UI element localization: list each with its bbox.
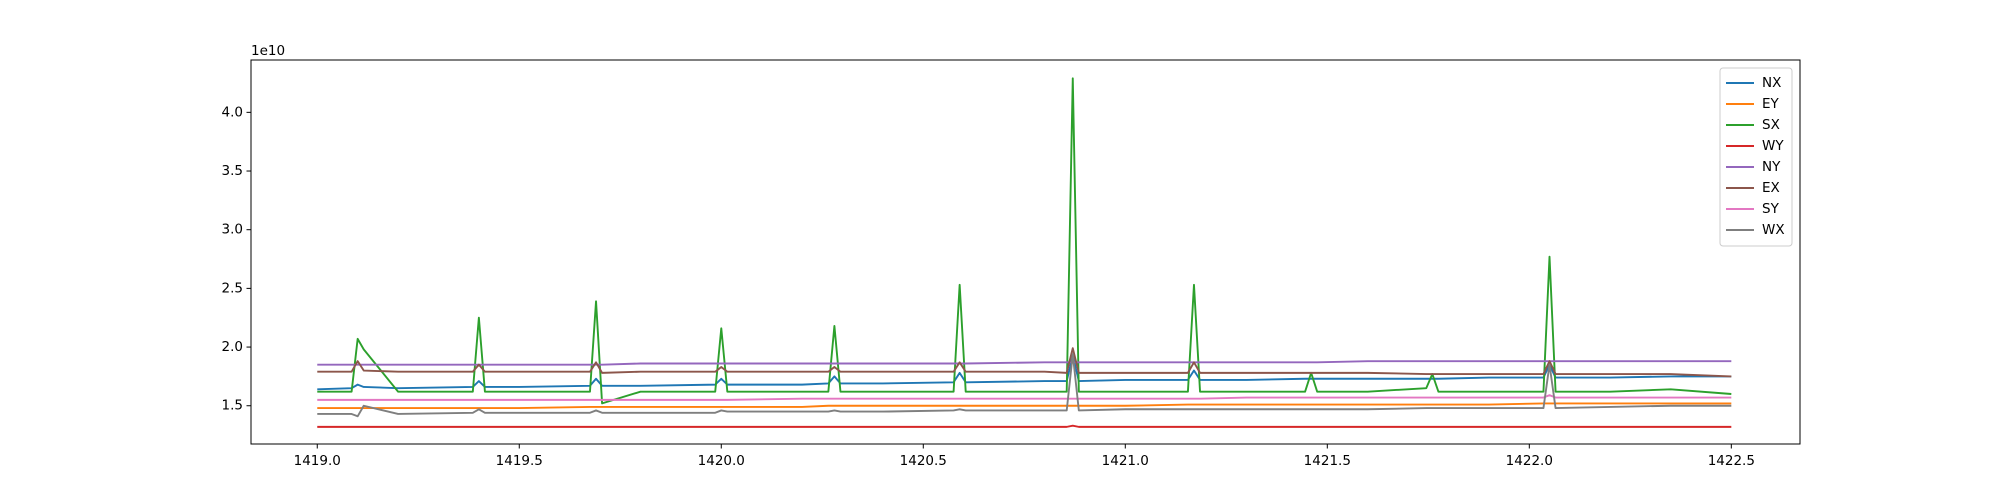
x-tick-label: 1422.5 [1708, 453, 1755, 469]
series-line [317, 424, 1732, 428]
offset-text: 1e10 [251, 43, 285, 59]
x-tick-label: 1420.5 [900, 453, 947, 469]
legend-label: NX [1762, 75, 1781, 91]
y-tick-label: 2.5 [222, 280, 243, 296]
axes-frame [250, 59, 1801, 445]
series-line [317, 360, 1732, 366]
series-line [317, 402, 1732, 410]
x-tick-label: 1422.0 [1506, 453, 1553, 469]
series-line [317, 77, 1732, 405]
legend-label: SX [1762, 117, 1780, 133]
legend-label: WY [1762, 138, 1784, 154]
legend-label: NY [1762, 159, 1781, 175]
series-line [317, 347, 1732, 378]
series-line [317, 394, 1732, 401]
x-tick-label: 1420.0 [698, 453, 745, 469]
y-tick-label: 3.0 [222, 222, 243, 238]
x-tick-label: 1419.0 [294, 453, 341, 469]
legend-label: WX [1762, 222, 1785, 238]
legend-box [1719, 67, 1793, 247]
x-tick-label: 1421.0 [1102, 453, 1149, 469]
y-tick-label: 2.0 [222, 339, 243, 355]
x-tick-label: 1421.5 [1304, 453, 1351, 469]
y-tick-label: 3.5 [222, 163, 243, 179]
y-tick-label: 4.0 [222, 104, 243, 120]
x-tick-label: 1419.5 [496, 453, 543, 469]
series-line [317, 353, 1732, 418]
legend-label: SY [1762, 201, 1780, 217]
legend-label: EX [1762, 180, 1780, 196]
legend-label: EY [1762, 96, 1780, 112]
y-tick-label: 1.5 [222, 398, 243, 414]
